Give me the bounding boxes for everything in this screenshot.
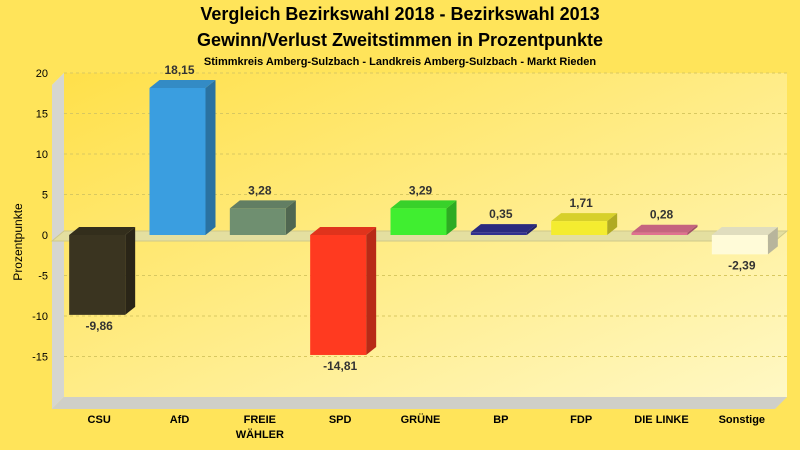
bar-top [390, 200, 457, 209]
bar-side [285, 200, 296, 235]
x-tick-label: DIE LINKE [634, 414, 688, 426]
bar-side [687, 224, 698, 235]
data-label: 3,29 [409, 183, 433, 197]
y-tick-label: 20 [36, 68, 48, 80]
bar-side [125, 227, 136, 315]
x-tick-label: CSU [88, 414, 111, 426]
bar-top [229, 200, 296, 209]
plot-floor [52, 397, 787, 409]
chart-subtitle: Stimmkreis Amberg-Sulzbach - Landkreis A… [204, 56, 596, 68]
bar [631, 232, 688, 235]
y-tick-label: 0 [42, 230, 48, 242]
x-tick-label: WÄHLER [236, 428, 284, 441]
bar-side [526, 224, 537, 235]
data-label: -9,86 [85, 319, 113, 333]
bar [229, 208, 286, 235]
x-tick-label: SPD [329, 414, 352, 426]
y-tick-label: 10 [36, 149, 48, 161]
y-tick-label: -15 [32, 352, 48, 364]
bar [390, 208, 447, 235]
chart-title-line1: Vergleich Bezirkswahl 2018 - Bezirkswahl… [200, 4, 599, 24]
data-label: 0,28 [650, 208, 674, 222]
bar [310, 235, 367, 355]
bar-top [631, 224, 698, 233]
y-tick-label: -5 [38, 271, 48, 283]
bar-top [470, 224, 537, 233]
bar [69, 235, 126, 315]
x-tick-label: GRÜNE [401, 413, 441, 426]
y-tick-label: -10 [32, 311, 48, 323]
y-tick-label: 5 [42, 190, 48, 202]
data-label: 0,35 [489, 207, 513, 221]
data-label: -14,81 [323, 359, 357, 373]
bar-side [607, 213, 618, 235]
plot-area: 20 15 10 5 0 -5 -10 -15 -9,86 CSU 18,15 AfD 3,28 FREI… [32, 63, 789, 441]
bar [149, 87, 206, 235]
chart-title-line2: Gewinn/Verlust Zweitstimmen in Prozentpu… [197, 30, 603, 50]
x-tick-label: Sonstige [719, 414, 765, 426]
bar [551, 221, 608, 235]
x-tick-label: BP [493, 414, 508, 426]
y-axis-label: Prozentpunkte [11, 203, 25, 281]
bar-side [446, 200, 457, 235]
bar-top [149, 79, 216, 88]
x-tick-label: FDP [570, 414, 592, 426]
x-tick-label: FREIE [244, 414, 276, 426]
data-label: 3,28 [248, 183, 272, 197]
bar-top [711, 227, 778, 235]
bar-side [767, 227, 778, 255]
bar-top [69, 227, 136, 235]
data-label: 1,71 [569, 196, 593, 210]
y-tick-label: 15 [36, 109, 48, 121]
bar-top [310, 227, 377, 235]
bar-side [205, 79, 216, 235]
bar [470, 232, 527, 235]
bar-side [366, 227, 377, 355]
bar-top [551, 213, 618, 222]
x-tick-label: AfD [170, 414, 190, 426]
data-label: 18,15 [164, 63, 194, 77]
bar [711, 235, 768, 255]
data-label: -2,39 [728, 258, 756, 272]
